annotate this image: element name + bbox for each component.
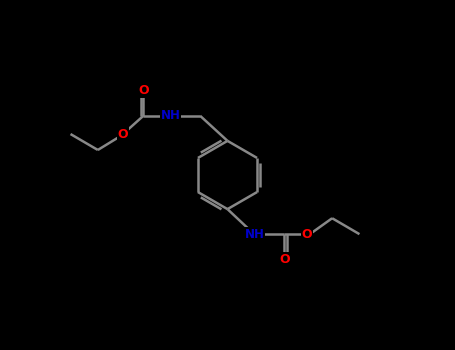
Text: O: O <box>279 253 290 266</box>
Text: O: O <box>138 84 149 97</box>
Text: NH: NH <box>161 109 181 122</box>
Text: NH: NH <box>245 228 265 241</box>
Text: O: O <box>302 228 313 241</box>
Text: O: O <box>117 127 128 141</box>
